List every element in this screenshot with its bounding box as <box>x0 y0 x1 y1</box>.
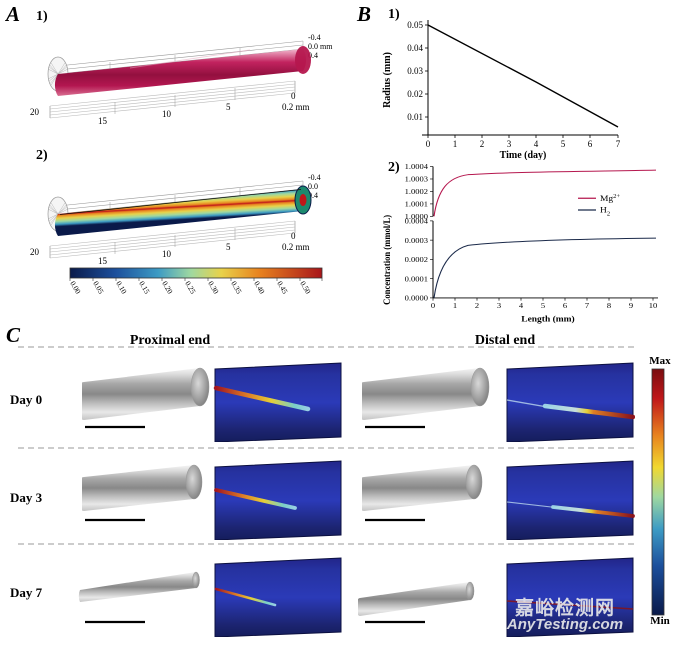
svg-text:1.0002: 1.0002 <box>405 188 428 197</box>
svg-text:1: 1 <box>453 139 458 149</box>
svg-text:0.2 mm: 0.2 mm <box>282 242 310 252</box>
svg-text:0.0000: 0.0000 <box>405 294 428 303</box>
svg-text:2: 2 <box>480 139 485 149</box>
svg-text:6: 6 <box>563 301 567 310</box>
svg-text:7: 7 <box>585 301 589 310</box>
svg-text:0.04: 0.04 <box>407 43 423 53</box>
svg-text:0.0002: 0.0002 <box>405 255 428 264</box>
svg-text:5: 5 <box>541 301 545 310</box>
svg-text:0.10: 0.10 <box>114 280 128 296</box>
svg-text:3: 3 <box>507 139 512 149</box>
svg-text:Length (mm): Length (mm) <box>521 314 574 323</box>
svg-text:0.01: 0.01 <box>407 112 423 122</box>
svg-text:-0.4: -0.4 <box>308 173 321 182</box>
svg-text:0.03: 0.03 <box>407 66 423 76</box>
svg-text:5: 5 <box>226 102 231 112</box>
svg-text:H2: H2 <box>600 205 610 217</box>
svg-text:5: 5 <box>226 242 231 252</box>
svg-text:1.0001: 1.0001 <box>405 200 428 209</box>
svg-text:0.15: 0.15 <box>137 280 151 296</box>
svg-text:20: 20 <box>30 107 40 117</box>
svg-text:7: 7 <box>616 139 621 149</box>
svg-text:10: 10 <box>162 249 172 259</box>
svg-text:0: 0 <box>291 91 296 101</box>
svg-text:Time (day): Time (day) <box>500 150 547 160</box>
svg-text:0.50: 0.50 <box>298 280 312 296</box>
svg-text:0: 0 <box>426 139 431 149</box>
svg-text:Concentration (mmol/L): Concentration (mmol/L) <box>382 215 392 305</box>
svg-text:1: 1 <box>453 301 457 310</box>
svg-text:0: 0 <box>431 301 435 310</box>
svg-text:-0.4: -0.4 <box>308 33 321 42</box>
svg-text:3: 3 <box>497 301 501 310</box>
svg-text:0.05: 0.05 <box>91 280 105 296</box>
svg-text:0.0003: 0.0003 <box>405 236 428 245</box>
svg-text:4: 4 <box>534 139 539 149</box>
svg-text:15: 15 <box>98 256 108 266</box>
svg-text:1.0003: 1.0003 <box>405 175 428 184</box>
svg-text:0.40: 0.40 <box>252 280 266 296</box>
svg-text:0.0001: 0.0001 <box>405 275 428 284</box>
svg-text:1.0004: 1.0004 <box>405 163 428 172</box>
svg-text:Mg2+: Mg2+ <box>600 193 621 202</box>
svg-text:0.0: 0.0 <box>308 182 318 191</box>
svg-text:0.2 mm: 0.2 mm <box>282 102 310 112</box>
svg-text:20: 20 <box>30 247 40 257</box>
svg-text:15: 15 <box>98 116 108 126</box>
svg-text:4: 4 <box>519 301 523 310</box>
svg-text:0.0 mm: 0.0 mm <box>308 42 333 51</box>
svg-text:10: 10 <box>649 301 657 310</box>
svg-text:0.20: 0.20 <box>160 280 174 296</box>
svg-text:0.02: 0.02 <box>407 89 423 99</box>
svg-text:0.35: 0.35 <box>229 280 243 296</box>
svg-text:0.00: 0.00 <box>68 280 82 296</box>
svg-text:0.30: 0.30 <box>206 280 220 296</box>
svg-text:2: 2 <box>475 301 479 310</box>
svg-text:Radius (mm): Radius (mm) <box>382 52 393 108</box>
svg-text:8: 8 <box>607 301 611 310</box>
svg-text:0.45: 0.45 <box>275 280 289 296</box>
svg-text:0.05: 0.05 <box>407 20 423 30</box>
svg-text:0: 0 <box>291 231 296 241</box>
svg-text:0.25: 0.25 <box>183 280 197 296</box>
svg-text:9: 9 <box>629 301 633 310</box>
svg-text:5: 5 <box>561 139 566 149</box>
svg-text:10: 10 <box>162 109 172 119</box>
svg-text:0.0004: 0.0004 <box>405 217 428 226</box>
svg-text:6: 6 <box>588 139 593 149</box>
